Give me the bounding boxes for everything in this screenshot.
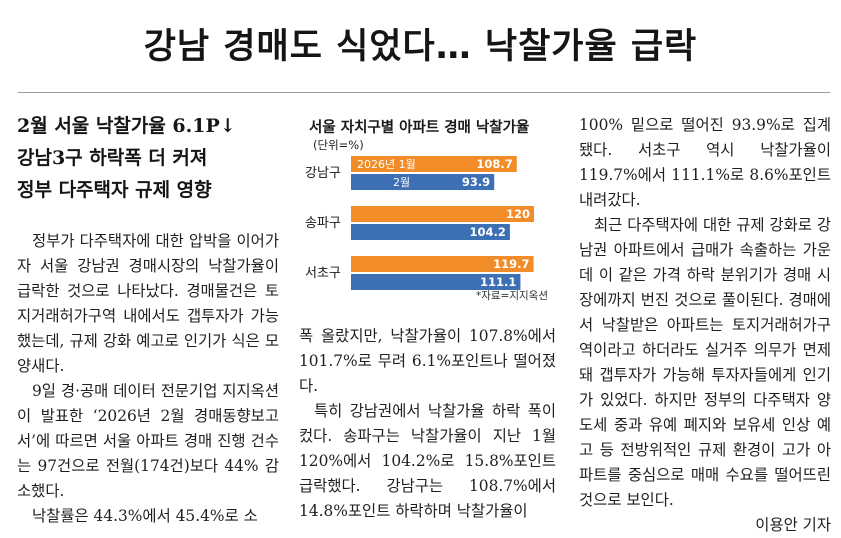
bar-january (351, 206, 534, 222)
bar-february (351, 274, 521, 290)
paragraph: 폭 올랐지만, 낙찰가율이 107.8%에서 101.7%로 무려 6.1%포인… (299, 327, 556, 395)
category-label: 강남구 (305, 166, 341, 181)
paragraph: 100% 밑으로 떨어진 93.9%로 집계됐다. 서초구 역시 낙찰가율이 1… (579, 116, 831, 209)
bar-value-label: 120 (506, 207, 530, 221)
paragraph: 9일 경·공매 데이터 전문기업 지지옥션이 발표한 ‘2026년 2월 경매동… (17, 382, 279, 500)
headline-rule (18, 92, 830, 93)
series-label: 2026년 1월 (357, 158, 416, 171)
paragraph: 최근 다주택자에 대한 규제 강화로 강남권 아파트에서 급매가 속출하는 가운… (579, 216, 831, 509)
series-label: 2월 (393, 176, 410, 189)
chart-title: 서울 자치구별 아파트 경매 낙찰가율 (309, 120, 530, 136)
paragraph: 낙찰률은 44.3%에서 45.4%로 소 (32, 507, 258, 525)
bar-february (351, 224, 510, 240)
bar-value-label: 104.2 (470, 225, 506, 239)
bar-value-label: 93.9 (462, 175, 490, 189)
paragraph: 특히 강남권에서 낙찰가율 하락 폭이 컸다. 송파구는 낙찰가율이 지난 1월… (299, 402, 556, 520)
article-column-2: 폭 올랐지만, 낙찰가율이 107.8%에서 101.7%로 무려 6.1%포인… (299, 324, 556, 524)
subheadlines: 2월 서울 낙찰가율 6.1P↓ 강남3구 하락폭 더 커져 정부 다주택자 규… (17, 110, 279, 206)
bar-january (351, 256, 534, 272)
headline: 강남 경매도 식었다… 낙찰가율 급락 (143, 27, 698, 67)
bar-value-label: 111.1 (480, 275, 516, 289)
article-column-3: 100% 밑으로 떨어진 93.9%로 집계됐다. 서초구 역시 낙찰가율이 1… (579, 113, 831, 538)
category-label: 서초구 (305, 266, 341, 281)
chart-unit: (단위=%) (313, 138, 364, 152)
chart-source: *자료=지지옥션 (475, 290, 548, 302)
byline: 이용안 기자 (755, 516, 831, 534)
bar-chart: 서울 자치구별 아파트 경매 낙찰가율 (단위=%) 강남구 108.7 2026년… (299, 112, 556, 312)
category-label: 송파구 (305, 216, 341, 231)
subheadline: 강남3구 하락폭 더 커져 (17, 147, 208, 169)
article-column-1: 정부가 다주택자에 대한 압박을 이어가자 서울 강남권 경매시장의 낙찰가율이… (17, 229, 279, 529)
bar-february (351, 174, 495, 190)
subheadline: 2월 서울 낙찰가율 6.1P↓ (17, 115, 236, 137)
bar-january (351, 156, 517, 172)
bar-value-label: 108.7 (476, 157, 512, 171)
bar-value-label: 119.7 (493, 257, 529, 271)
paragraph: 정부가 다주택자에 대한 압박을 이어가자 서울 강남권 경매시장의 낙찰가율이… (17, 232, 279, 375)
subheadline: 정부 다주택자 규제 영향 (17, 179, 212, 201)
